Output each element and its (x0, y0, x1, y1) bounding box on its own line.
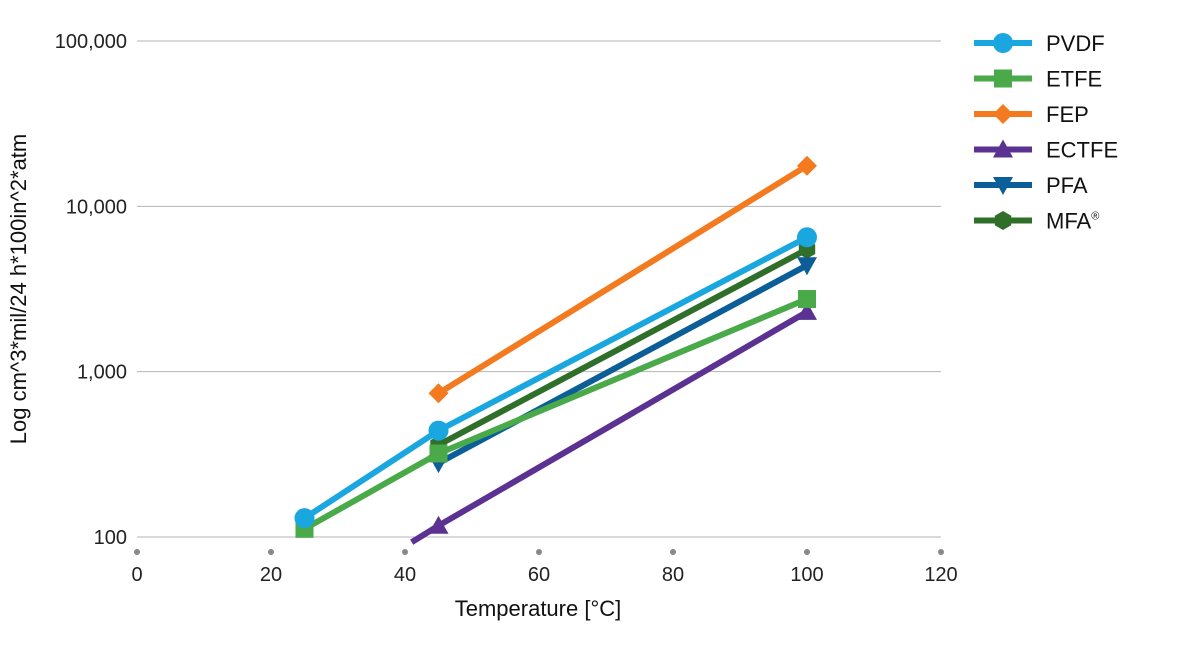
series-line (302, 234, 809, 521)
y-tick-label: 100 (94, 527, 127, 549)
x-tick-label: 100 (790, 564, 823, 586)
legend-label: MFA® (1046, 209, 1099, 234)
x-tick-label: 40 (394, 564, 416, 586)
x-axis-title-unit: [°C] (578, 596, 621, 621)
x-tick-label: 0 (131, 564, 142, 586)
x-axis: 0 20 40 60 80 100 120 (131, 549, 958, 586)
x-tick-label: 60 (528, 564, 550, 586)
data-point-diamond (428, 383, 449, 404)
y-axis: 100 1,000 10,000 100,000 (55, 31, 127, 549)
legend-label: ETFE (1046, 67, 1102, 92)
x-tick-label: 80 (662, 564, 684, 586)
data-point-circle (993, 33, 1013, 53)
y-tick-label: 1,000 (77, 362, 127, 384)
data-point-triangle-up (993, 139, 1013, 158)
y-tick-label: 10,000 (66, 196, 127, 218)
series-line (437, 246, 809, 448)
legend-item-pfa: PFA (974, 173, 1088, 198)
legend-label-text: MFA (1046, 209, 1092, 234)
x-tick-dot (804, 549, 810, 555)
legend-item-etfe: ETFE (974, 67, 1102, 92)
legend-label-text: PFA (1046, 173, 1088, 198)
plot-series (294, 155, 817, 545)
data-point-circle (428, 420, 449, 441)
legend-item-pvdf: PVDF (974, 31, 1105, 56)
series-line (303, 296, 809, 532)
x-tick-label: 20 (260, 564, 282, 586)
grid-lines (137, 40, 941, 538)
x-axis-title-main: Temperature (455, 596, 579, 621)
data-point-triangle-down (797, 257, 817, 276)
data-point-square (798, 290, 816, 309)
data-point-circle (294, 508, 315, 529)
data-point-triangle-up (797, 301, 817, 320)
legend-label-superscript: ® (1091, 211, 1099, 223)
x-tick-dot (402, 549, 408, 555)
x-tick-dot (268, 549, 274, 555)
x-tick-dot (134, 549, 140, 555)
data-point-circle (797, 227, 817, 248)
legend-label: ECTFE (1046, 138, 1118, 163)
legend-label: PFA (1046, 173, 1088, 198)
x-tick-dot (536, 549, 542, 555)
series-ectfe (410, 301, 817, 545)
series-fep (428, 155, 817, 404)
x-axis-title: Temperature [°C] (455, 596, 622, 621)
y-axis-title: Log cm^3*mil/24 h*100in^2*atm (6, 134, 31, 444)
data-point-diamond (797, 155, 817, 176)
series-pvdf (294, 227, 817, 529)
y-tick-label: 100,000 (55, 31, 127, 53)
legend-label-text: ECTFE (1046, 138, 1118, 163)
series-line (436, 163, 809, 396)
legend-label-text: FEP (1046, 102, 1089, 127)
data-point-hexagon (994, 211, 1012, 230)
data-point-square (429, 444, 448, 463)
legend-label-text: ETFE (1046, 67, 1102, 92)
x-tick-dot (938, 549, 944, 555)
data-point-diamond (993, 104, 1013, 124)
series-etfe (295, 290, 816, 538)
series-mfa (430, 239, 816, 455)
legend-item-mfa: MFA® (974, 209, 1099, 234)
legend-label-text: PVDF (1046, 31, 1105, 56)
x-tick-label: 120 (924, 564, 957, 586)
legend-item-fep: FEP (974, 102, 1089, 127)
legend-label: FEP (1046, 102, 1089, 127)
data-point-square (994, 69, 1012, 88)
legend: PVDF ETFE FEP ECTFE PFA MFA® (974, 31, 1118, 234)
legend-item-ectfe: ECTFE (974, 138, 1118, 163)
x-tick-dot (670, 549, 676, 555)
data-point-triangle-down (993, 177, 1013, 195)
legend-label: PVDF (1046, 31, 1105, 56)
data-point-triangle-up (428, 515, 449, 534)
